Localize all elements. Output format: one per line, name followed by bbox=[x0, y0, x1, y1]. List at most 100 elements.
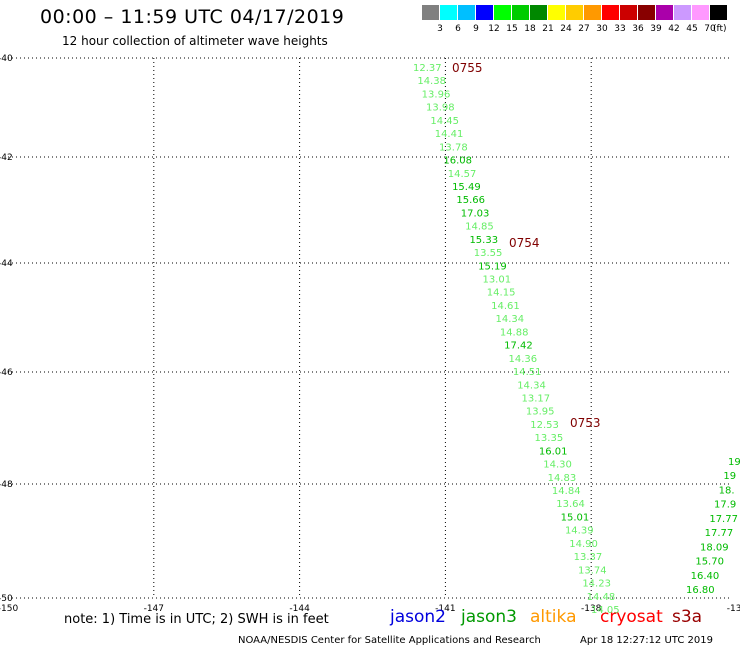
color-swatch-label: 27 bbox=[578, 24, 590, 34]
color-swatch bbox=[584, 5, 601, 20]
swh-value: 13.64 bbox=[556, 499, 585, 510]
swh-value: 17.03 bbox=[461, 208, 490, 219]
color-swatch bbox=[422, 5, 439, 20]
lat-label: -42 bbox=[0, 153, 13, 163]
legend-jason3: jason3 bbox=[461, 607, 517, 627]
swh-value: 14.48 bbox=[587, 592, 616, 603]
color-swatch bbox=[692, 5, 709, 20]
swh-value: 13.98 bbox=[426, 103, 455, 114]
color-scale-unit: (ft) bbox=[713, 24, 727, 34]
color-swatch-label: 15 bbox=[506, 24, 518, 34]
time-label: 0754 bbox=[509, 236, 540, 250]
swh-value: 14.05 bbox=[591, 605, 620, 616]
color-swatch bbox=[674, 5, 691, 20]
swh-value: 12.53 bbox=[530, 420, 559, 431]
lon-label: -150 bbox=[0, 604, 18, 614]
swh-value: 14.34 bbox=[517, 380, 546, 391]
footer-note: note: 1) Time is in UTC; 2) SWH is in fe… bbox=[64, 612, 329, 627]
swh-value: 16.40 bbox=[691, 571, 720, 582]
swh-value: 14.84 bbox=[552, 486, 581, 497]
color-swatch bbox=[512, 5, 529, 20]
swh-value: 18. bbox=[719, 485, 735, 496]
color-swatch-label: 24 bbox=[560, 24, 572, 34]
swh-value: 15.66 bbox=[456, 195, 485, 206]
color-swatch-label: 70 bbox=[704, 24, 716, 34]
swh-value: 14.23 bbox=[582, 579, 611, 590]
swh-value: 14.39 bbox=[565, 526, 594, 537]
swh-value: 14.57 bbox=[448, 169, 477, 180]
color-swatch-label: 21 bbox=[542, 24, 554, 34]
swh-value: 14.51 bbox=[513, 367, 542, 378]
swh-value: 13.35 bbox=[535, 433, 564, 444]
color-swatch-label: 39 bbox=[650, 24, 662, 34]
swh-value: 14.34 bbox=[495, 314, 524, 325]
swh-value: 17.42 bbox=[504, 341, 533, 352]
swh-value: 14.38 bbox=[417, 76, 446, 87]
lon-label: -135 bbox=[727, 604, 740, 614]
color-swatch bbox=[494, 5, 511, 20]
swh-value: 19 bbox=[723, 471, 736, 482]
swh-value: 13.37 bbox=[574, 552, 603, 563]
swh-value: 13.95 bbox=[526, 407, 555, 418]
swh-value: 15.19 bbox=[478, 261, 507, 272]
color-swatch bbox=[656, 5, 673, 20]
swh-value: 13.55 bbox=[474, 248, 503, 259]
lat-label: -40 bbox=[0, 54, 13, 64]
color-swatch-label: 30 bbox=[596, 24, 608, 34]
swh-value: 13.74 bbox=[578, 565, 607, 576]
color-swatch bbox=[620, 5, 637, 20]
swh-value: 13.17 bbox=[522, 393, 551, 404]
swh-value: 13.78 bbox=[439, 142, 468, 153]
color-swatch-label: 9 bbox=[473, 24, 479, 34]
time-label: 0753 bbox=[570, 416, 601, 430]
swh-value: 17.9 bbox=[714, 500, 736, 511]
swh-value: 14.61 bbox=[491, 301, 520, 312]
swh-value: 16.80 bbox=[686, 585, 715, 596]
color-swatch-label: 6 bbox=[455, 24, 461, 34]
lon-label: -138 bbox=[581, 604, 602, 614]
color-swatch bbox=[458, 5, 475, 20]
swh-value: 14.15 bbox=[487, 288, 516, 299]
map-subtitle: 12 hour collection of altimeter wave hei… bbox=[62, 34, 328, 48]
swh-value: 14.41 bbox=[435, 129, 464, 140]
swh-value: 17.77 bbox=[709, 514, 738, 525]
swh-value: 14.83 bbox=[548, 473, 577, 484]
swh-value: 14.36 bbox=[509, 354, 538, 365]
swh-value: 15.70 bbox=[695, 557, 724, 568]
color-swatch bbox=[602, 5, 619, 20]
color-swatch bbox=[476, 5, 493, 20]
lat-label: -44 bbox=[0, 259, 13, 269]
color-swatch-label: 12 bbox=[488, 24, 500, 34]
swh-value: 14.85 bbox=[465, 222, 494, 233]
color-swatch-label: 33 bbox=[614, 24, 626, 34]
swh-value: 13.96 bbox=[422, 89, 451, 100]
footer-credit: NOAA/NESDIS Center for Satellite Applica… bbox=[238, 635, 541, 646]
color-swatch-label: 45 bbox=[686, 24, 698, 34]
color-swatch bbox=[530, 5, 547, 20]
swh-value: 12.37 bbox=[413, 63, 442, 74]
swh-value: 15.33 bbox=[469, 235, 498, 246]
legend-altika: altika bbox=[530, 607, 577, 627]
legend-jason2: jason2 bbox=[390, 607, 446, 627]
color-swatch-label: 3 bbox=[437, 24, 443, 34]
color-swatch bbox=[440, 5, 457, 20]
lat-label: -46 bbox=[0, 368, 13, 378]
color-swatch-label: 42 bbox=[668, 24, 680, 34]
swh-value: 18.09 bbox=[700, 542, 729, 553]
time-label: 0755 bbox=[452, 61, 483, 75]
map-title: 00:00 – 11:59 UTC 04/17/2019 bbox=[40, 6, 345, 28]
swh-value: 19 bbox=[728, 457, 740, 468]
swh-value: 14.45 bbox=[430, 116, 459, 127]
swh-value: 14.90 bbox=[569, 539, 598, 550]
swh-value: 15.01 bbox=[561, 512, 590, 523]
color-swatch bbox=[548, 5, 565, 20]
color-swatch bbox=[638, 5, 655, 20]
legend-cryosat: cryosat bbox=[600, 607, 663, 627]
swh-value: 16.08 bbox=[443, 156, 472, 167]
swh-value: 15.49 bbox=[452, 182, 481, 193]
color-swatch-label: 18 bbox=[524, 24, 536, 34]
swh-value: 14.88 bbox=[500, 327, 529, 338]
color-swatch bbox=[710, 5, 727, 20]
